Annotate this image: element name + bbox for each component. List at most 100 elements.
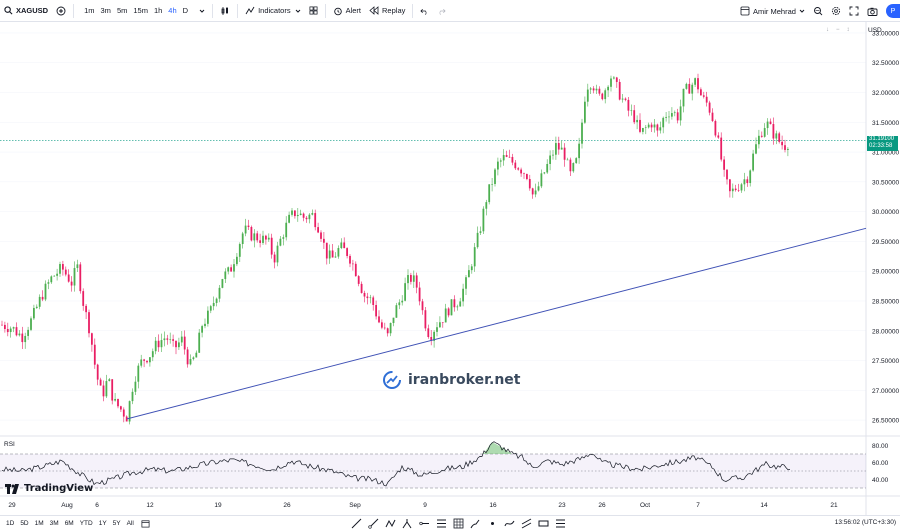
trendline-tool[interactable] [350,517,362,529]
symbol-search[interactable]: XAGUSD [0,0,52,22]
timeframe-d[interactable]: D [182,6,189,15]
candle-body [59,264,61,274]
timeframe-1m[interactable]: 1m [84,6,95,15]
candle-body [285,222,288,238]
range-1y[interactable]: 1Y [98,519,107,527]
candle-body [395,305,398,318]
ray-tool[interactable] [367,517,379,529]
price-tick-label: 28.50000 [872,298,899,305]
time-tick-label: 29 [8,502,16,509]
chart-area[interactable]: 33.00000 32.50000 32.00000 31.50000 31.00000… [0,22,900,515]
timeframe-5m[interactable]: 5m [116,6,128,15]
candle-body [67,274,70,282]
trendline[interactable] [126,227,867,420]
fullscreen-button[interactable] [845,0,863,22]
candle-body [186,349,189,365]
candle-body [769,121,772,125]
candle-body [459,301,462,307]
chart-type-button[interactable] [216,0,234,22]
candle-body [726,169,728,180]
fib-retracement-tool[interactable] [435,517,447,529]
replay-label: Replay [382,6,406,15]
candle-body [581,122,583,144]
range-1m[interactable]: 1M [34,519,44,527]
user-menu[interactable]: Amir Mehrad [736,0,809,22]
range-6m[interactable]: 6M [64,519,74,527]
price-tick-label: 33.00000 [872,30,899,37]
parallel-channel-tool[interactable] [520,517,532,529]
rectangle-tool[interactable] [537,517,549,529]
candle-body [621,98,624,100]
time-tick-label: 23 [558,502,566,509]
path-tool[interactable] [503,517,515,529]
redo-button[interactable] [433,0,450,22]
utc-clock[interactable]: 13:56:02 (UTC+3:30) [834,519,896,526]
add-circle-icon [56,6,66,15]
candle-body [778,133,781,142]
currency-label[interactable]: USD [868,27,882,34]
candle-body [6,329,9,333]
candle-body [227,267,230,272]
range-all[interactable]: All [126,519,134,527]
lines-icon [555,519,565,527]
price-tick-label: 30.50000 [872,179,899,186]
timeframe-3m[interactable]: 3m [100,6,111,15]
candle-body [578,143,580,159]
range-ytd[interactable]: YTD [79,519,93,527]
undo-button[interactable] [416,0,433,22]
time-tick-label: 14 [760,502,768,509]
candle-body [723,159,725,170]
range-5d[interactable]: 5D [20,519,29,527]
candle-body [702,95,705,97]
zigzag-tool[interactable] [384,517,396,529]
go-to-date-button[interactable] [137,516,154,530]
dot-tool[interactable] [486,517,498,529]
candle-body [273,254,276,263]
indicators-button[interactable]: Indicators [241,0,305,22]
price-tick-label: 31.00000 [872,150,899,157]
candle-body [79,264,82,292]
timeframe-dropdown[interactable] [195,0,209,22]
range-3m[interactable]: 3M [49,519,59,527]
layouts-button[interactable] [305,0,322,22]
alert-button[interactable]: Alert [329,0,365,22]
candle-body [279,238,282,246]
settings-button[interactable] [827,0,845,22]
candle-body [317,227,319,233]
gann-box-tool[interactable] [452,517,464,529]
candle-body [62,264,64,270]
candle-body [685,83,688,89]
minus-icon[interactable]: − [836,27,840,33]
candle-body [195,352,198,358]
rsi-label[interactable]: RSI [4,441,15,448]
compare-symbol-button[interactable] [52,0,70,22]
toolbar-divider [212,3,214,18]
candle-body [607,86,609,91]
candle-body [772,124,775,139]
horizontal-ray-tool[interactable] [418,517,430,529]
timeframe-15m[interactable]: 15m [133,6,148,15]
quick-search-button[interactable] [809,0,827,22]
brush-tool[interactable] [469,517,481,529]
candle-body [154,340,157,352]
tradingview-logo[interactable]: TradingView [5,483,93,494]
candle-body [424,310,427,329]
snapshot-button[interactable] [863,0,882,22]
timeframe-4h[interactable]: 4h [168,6,177,15]
timeframe-1h[interactable]: 1h [153,6,163,15]
publish-button[interactable]: P [886,4,900,18]
pitchfork-tool[interactable] [401,517,413,529]
price-tick-label: 28.00000 [872,328,899,335]
candle-body [233,264,235,272]
candle-body [659,127,662,131]
swap-icon[interactable]: ↕ [846,27,850,33]
lines-tool[interactable] [554,517,566,529]
replay-button[interactable]: Replay [365,0,409,22]
candle-body [204,323,206,327]
candle-body [212,302,215,307]
range-1d[interactable]: 1D [6,519,15,527]
arrow-down-icon[interactable]: ↓ [826,27,829,33]
range-5y[interactable]: 5Y [112,519,121,527]
candle-body [592,88,595,91]
candle-body [166,338,169,340]
